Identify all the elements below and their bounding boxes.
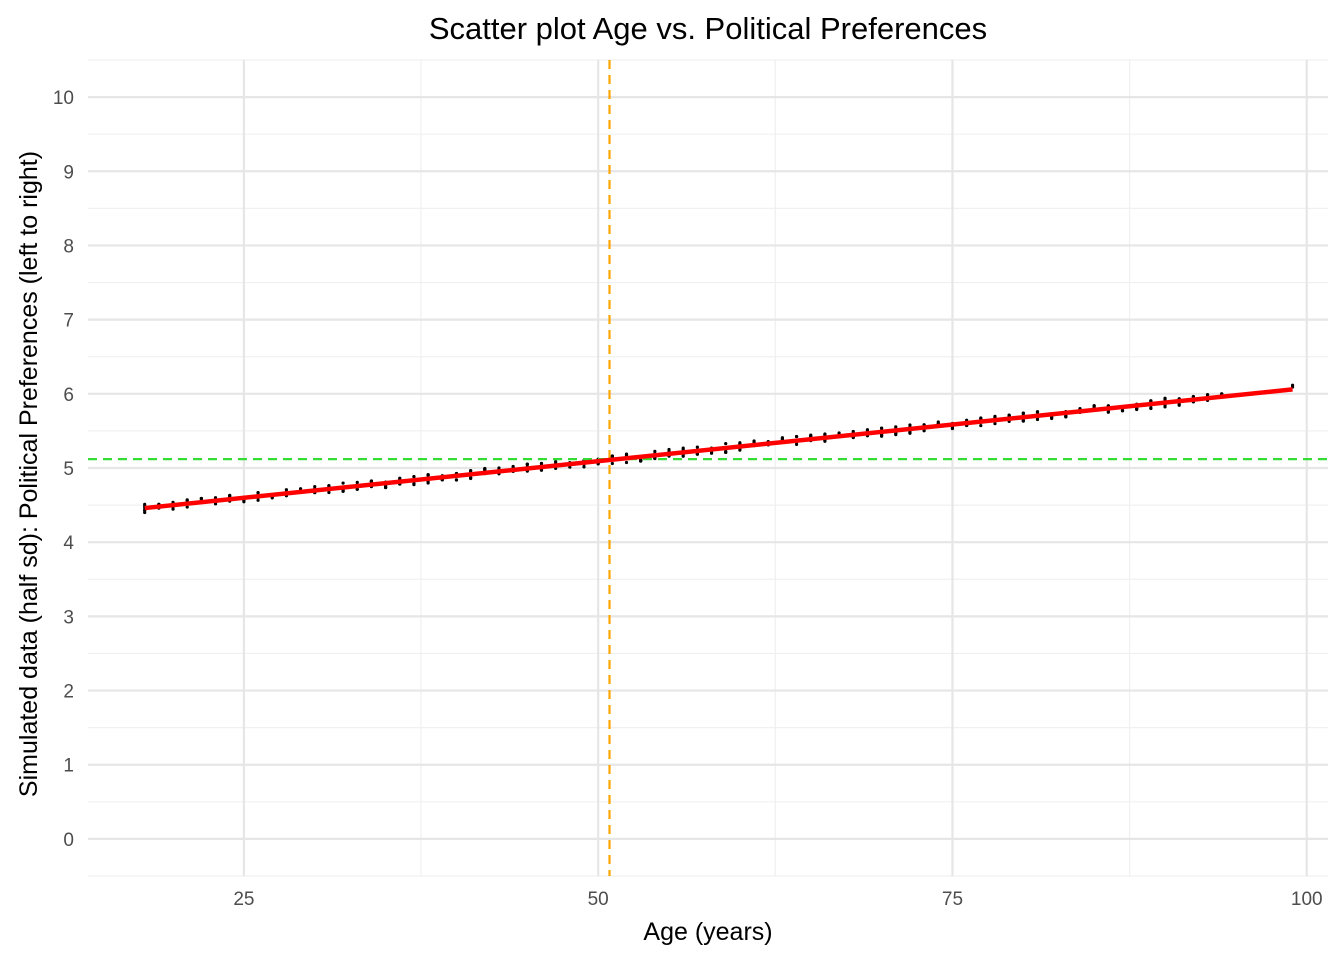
- data-point: [724, 450, 728, 454]
- data-point: [185, 505, 189, 509]
- data-point: [412, 483, 416, 487]
- regression-line-group: [144, 387, 1293, 511]
- data-point: [497, 466, 501, 470]
- data-point: [341, 481, 345, 485]
- data-point: [426, 472, 430, 477]
- data-point: [823, 439, 827, 443]
- data-point: [412, 474, 416, 479]
- x-tick-label: 100: [1291, 889, 1323, 910]
- y-tick-label: 3: [63, 607, 74, 628]
- data-point: [171, 507, 175, 511]
- y-tick-label: 9: [63, 162, 74, 183]
- data-point: [880, 433, 884, 437]
- major-grid: [88, 60, 1328, 876]
- x-tick-label: 50: [588, 889, 609, 910]
- y-tick-label: 6: [63, 385, 74, 406]
- y-tick-label: 0: [63, 830, 74, 851]
- y-tick-label: 5: [63, 459, 74, 480]
- data-point: [1021, 419, 1025, 423]
- y-tick-label: 4: [63, 533, 74, 554]
- x-tick-label: 75: [942, 889, 963, 910]
- minor-grid: [88, 59, 1328, 877]
- data-point: [469, 469, 473, 473]
- y-tick-label: 7: [63, 311, 74, 332]
- data-point: [256, 498, 260, 502]
- data-point: [908, 431, 912, 435]
- data-point: [1120, 409, 1125, 413]
- regression-line: [144, 387, 1293, 511]
- data-point: [837, 431, 841, 435]
- data-point: [1149, 406, 1153, 410]
- data-point: [398, 476, 402, 480]
- data-point: [880, 426, 884, 430]
- data-point: [582, 465, 586, 469]
- y-axis-ticks: 0 1 2 3 4 5 6 7 8 9 10: [53, 88, 75, 851]
- data-point: [780, 436, 785, 440]
- data-point: [894, 425, 898, 429]
- data-point: [554, 459, 558, 464]
- data-point: [525, 462, 529, 466]
- data-point: [1163, 396, 1167, 400]
- chart-title: Scatter plot Age vs. Political Preferenc…: [429, 11, 987, 46]
- data-point: [284, 488, 288, 492]
- data-point: [624, 453, 629, 457]
- data-point: [539, 461, 544, 465]
- data-point: [327, 490, 331, 495]
- data-point: [1290, 383, 1295, 387]
- data-point: [355, 487, 359, 491]
- reference-lines: [88, 60, 1328, 876]
- data-point: [979, 423, 983, 428]
- data-point: [908, 423, 912, 427]
- data-point: [1205, 393, 1210, 397]
- data-point: [1007, 413, 1011, 418]
- x-tick-label: 25: [233, 889, 254, 910]
- data-point: [1021, 411, 1025, 415]
- x-axis-ticks: 25 50 75 100: [233, 889, 1322, 910]
- data-point: [610, 461, 614, 466]
- data-point: [681, 446, 685, 450]
- data-point: [539, 468, 544, 472]
- data-point: [1135, 407, 1139, 412]
- data-point: [794, 442, 799, 446]
- data-point: [469, 476, 473, 481]
- y-tick-label: 8: [63, 236, 74, 257]
- data-point: [639, 459, 643, 463]
- data-point: [199, 496, 203, 501]
- data-point: [256, 490, 260, 495]
- y-axis-title: Simulated data (half sd): Political Pref…: [15, 151, 43, 797]
- data-point: [1106, 410, 1110, 414]
- data-point: [695, 445, 699, 449]
- data-point: [794, 434, 799, 439]
- data-point: [1092, 404, 1096, 408]
- data-point: [355, 480, 359, 484]
- data-point: [724, 441, 728, 446]
- y-tick-label: 2: [63, 682, 74, 703]
- data-point: [993, 422, 997, 426]
- data-point: [1035, 410, 1040, 414]
- x-axis-title: Age (years): [643, 918, 772, 946]
- data-point: [454, 478, 459, 482]
- data-point: [624, 460, 629, 465]
- y-tick-label: 10: [53, 88, 74, 109]
- data-point: [1064, 414, 1068, 419]
- data-point: [228, 494, 232, 498]
- data-point: [653, 449, 657, 453]
- y-tick-label: 1: [63, 756, 74, 777]
